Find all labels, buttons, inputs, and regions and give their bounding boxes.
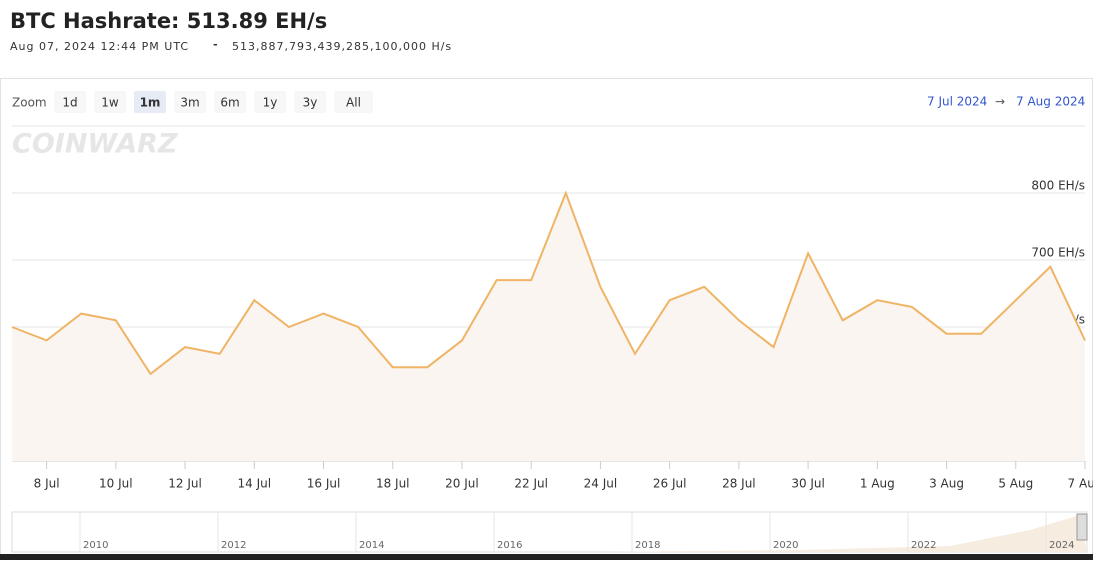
x-tick-label: 22 Jul — [514, 477, 548, 491]
title: BTC Hashrate: 513.89 EH/s — [10, 9, 327, 33]
x-tick-label: 1 Aug — [860, 477, 895, 491]
navigator-label: 2012 — [221, 540, 246, 551]
x-tick-label: 10 Jul — [99, 477, 133, 491]
y-tick-label: 800 EH/s — [1031, 179, 1085, 193]
x-tick-label: 18 Jul — [376, 477, 410, 491]
date: Aug 07, 2024 12:44 PM UTC — [10, 40, 189, 53]
range-arrow: → — [995, 95, 1005, 109]
zoom-label: Zoom — [12, 96, 47, 110]
separator: - — [213, 38, 218, 51]
x-tick-label: 12 Jul — [168, 477, 202, 491]
zoom-button[interactable] — [134, 91, 166, 113]
x-tick-label: 7 Aug — [1068, 477, 1093, 491]
zoom-button-label[interactable]: 1d — [62, 96, 77, 110]
x-tick-label: 14 Jul — [238, 477, 272, 491]
zoom-button-label[interactable]: All — [346, 96, 361, 110]
zoom-button[interactable] — [94, 91, 126, 113]
navigator-area — [600, 515, 1087, 552]
watermark: COINWARZ — [12, 129, 178, 160]
raw-hashrate: 513,887,793,439,285,100,000 H/s — [232, 40, 452, 53]
zoom-button-label[interactable]: 1y — [263, 96, 278, 110]
x-tick-label: 24 Jul — [584, 477, 618, 491]
zoom-button[interactable] — [254, 91, 286, 113]
x-tick-label: 20 Jul — [445, 477, 479, 491]
zoom-button-label[interactable]: 1w — [101, 96, 119, 110]
zoom-button[interactable] — [334, 91, 373, 113]
area — [12, 193, 1085, 461]
x-tick-label: 16 Jul — [307, 477, 341, 491]
zoom-button-label[interactable]: 6m — [220, 96, 239, 110]
x-tick-label: 5 Aug — [998, 477, 1033, 491]
zoom-button[interactable] — [294, 91, 326, 113]
navigator-label: 2020 — [773, 540, 798, 551]
zoom-button-label[interactable]: 3y — [303, 96, 318, 110]
zoom-button-label[interactable]: 1m — [140, 96, 161, 110]
navigator-label: 2024 — [1049, 540, 1074, 551]
navigator-handle[interactable] — [1076, 513, 1088, 541]
zoom-button-label[interactable]: 3m — [180, 96, 199, 110]
y-tick-label: 700 EH/s — [1031, 246, 1085, 260]
range-to[interactable]: 7 Aug 2024 — [1016, 95, 1085, 109]
navigator-label: 2016 — [497, 540, 522, 551]
x-tick-label: 28 Jul — [722, 477, 756, 491]
x-tick-label: 8 Jul — [34, 477, 60, 491]
zoom-button[interactable] — [174, 91, 206, 113]
zoom-button[interactable] — [54, 91, 86, 113]
x-tick-label: 26 Jul — [653, 477, 687, 491]
navigator-label: 2014 — [359, 540, 384, 551]
navigator-label: 2010 — [83, 540, 108, 551]
navigator-label: 2022 — [911, 540, 936, 551]
header-bg — [0, 0, 1093, 66]
bottom-bar — [0, 554, 1093, 560]
line — [11, 190, 1086, 376]
x-tick-label: 30 Jul — [791, 477, 825, 491]
zoom-button[interactable] — [214, 91, 246, 113]
navigator-label: 2018 — [635, 540, 660, 551]
range-from[interactable]: 7 Jul 2024 — [927, 95, 987, 109]
x-tick-label: 3 Aug — [929, 477, 964, 491]
